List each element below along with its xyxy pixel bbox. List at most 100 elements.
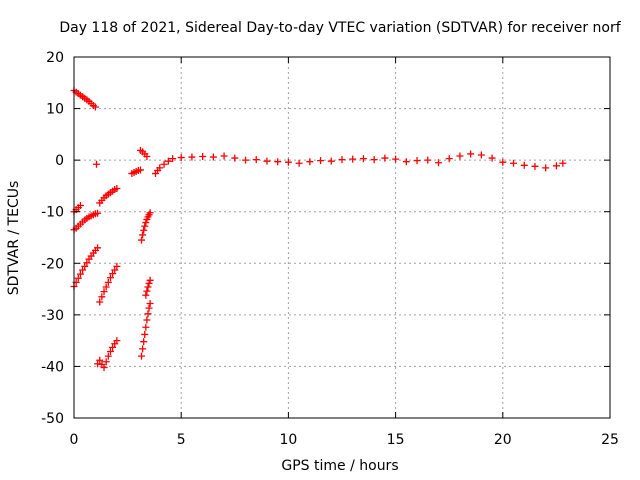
data-point xyxy=(199,153,207,161)
x-tick-label: 0 xyxy=(70,432,79,448)
data-point xyxy=(209,153,217,161)
y-tick-label: 20 xyxy=(46,50,64,66)
y-tick-label: 10 xyxy=(46,102,64,118)
data-point xyxy=(144,283,152,291)
series-arc-d xyxy=(96,185,121,207)
y-tick-label: -30 xyxy=(41,308,64,324)
data-point xyxy=(143,287,151,295)
data-point xyxy=(552,162,560,170)
series-arc-i xyxy=(136,146,151,161)
data-point xyxy=(242,156,250,164)
data-point xyxy=(164,157,172,165)
data-point xyxy=(499,158,507,166)
data-point xyxy=(139,231,147,239)
y-tick-label: -40 xyxy=(41,359,64,375)
data-point xyxy=(104,352,112,360)
data-point xyxy=(142,291,150,299)
y-tick-label: -20 xyxy=(41,256,64,272)
data-point xyxy=(146,276,154,284)
data-point xyxy=(160,160,168,168)
data-point xyxy=(445,155,453,163)
data-point xyxy=(106,347,114,355)
data-point xyxy=(136,166,144,174)
data-point xyxy=(477,151,485,159)
data-point xyxy=(143,316,151,324)
y-axis-label: SDTVAR / TECUs xyxy=(6,181,22,296)
data-point xyxy=(113,337,121,345)
data-point xyxy=(145,304,153,312)
data-point xyxy=(559,159,567,167)
series-main-track xyxy=(151,150,567,178)
data-point xyxy=(531,162,539,170)
data-point xyxy=(111,266,119,274)
data-point xyxy=(467,150,475,158)
data-point xyxy=(138,236,146,244)
data-point xyxy=(456,152,464,160)
data-point xyxy=(327,157,335,165)
series-arc-e xyxy=(70,244,102,290)
data-point xyxy=(94,244,102,252)
data-point xyxy=(284,158,292,166)
data-point xyxy=(96,298,104,306)
data-point xyxy=(392,155,400,163)
data-point xyxy=(76,202,84,210)
series-arc-h xyxy=(128,166,144,178)
x-tick-label: 25 xyxy=(601,432,619,448)
data-point xyxy=(146,300,154,308)
data-point xyxy=(143,153,151,161)
data-point xyxy=(113,185,121,193)
data-point xyxy=(413,157,421,165)
data-point xyxy=(177,154,185,162)
series-arc-c xyxy=(70,209,102,234)
data-point xyxy=(370,156,378,164)
y-tick-label: -10 xyxy=(41,205,64,221)
data-point xyxy=(359,155,367,163)
data-point xyxy=(102,283,110,291)
data-point xyxy=(93,160,101,168)
data-point xyxy=(381,154,389,162)
data-point xyxy=(295,159,303,167)
data-point xyxy=(106,274,114,282)
chart-title: Day 118 of 2021, Sidereal Day-to-day VTE… xyxy=(59,20,621,36)
data-point xyxy=(402,158,410,166)
data-point xyxy=(142,323,150,331)
data-point xyxy=(424,156,432,164)
series-arc-j xyxy=(138,209,154,244)
data-point xyxy=(109,343,117,351)
x-tick-label: 15 xyxy=(387,432,405,448)
data-point xyxy=(79,266,87,274)
data-point xyxy=(156,164,164,172)
gridlines xyxy=(74,57,610,418)
data-point xyxy=(338,156,346,164)
series-arc-k xyxy=(142,276,154,299)
series-isolated-1 xyxy=(93,160,101,168)
x-tick-label: 20 xyxy=(494,432,512,448)
data-point xyxy=(144,310,152,318)
series-arc-f xyxy=(96,262,121,306)
data-point xyxy=(188,153,196,161)
data-point xyxy=(81,262,89,270)
series-arc-a xyxy=(70,87,99,111)
data-point xyxy=(113,262,121,270)
x-tick-label: 5 xyxy=(177,432,186,448)
data-point xyxy=(231,154,239,162)
x-axis-label: GPS time / hours xyxy=(281,458,398,474)
data-point xyxy=(169,155,177,163)
data-point xyxy=(142,219,150,227)
data-point xyxy=(139,345,147,353)
data-point xyxy=(140,226,148,234)
data-point xyxy=(100,288,108,296)
data-point xyxy=(140,338,148,346)
data-point xyxy=(434,159,442,167)
data-points xyxy=(70,87,567,371)
data-point xyxy=(102,358,110,366)
data-point xyxy=(74,274,82,282)
data-point xyxy=(100,363,108,371)
data-point xyxy=(520,161,528,169)
data-point xyxy=(96,356,104,364)
data-point xyxy=(91,103,99,111)
data-point xyxy=(542,164,550,172)
data-point xyxy=(252,156,260,164)
data-point xyxy=(104,278,112,286)
